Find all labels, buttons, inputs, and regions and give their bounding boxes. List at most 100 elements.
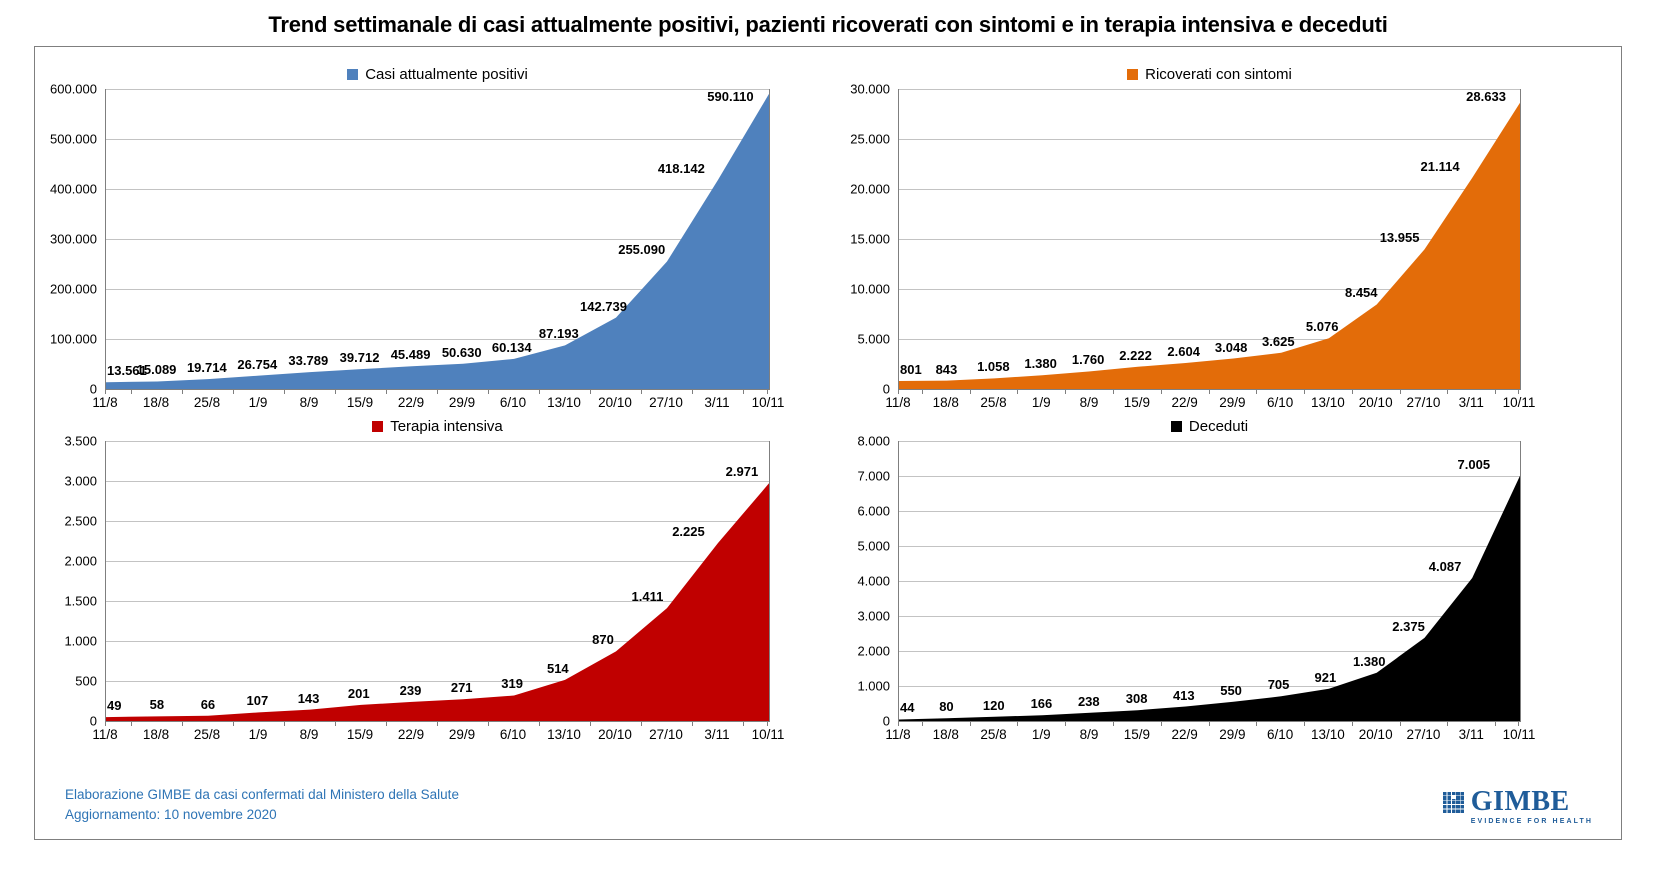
plot-area: 13.561 15.089 19.714 26.754 33.789 39.712 45.4… (105, 89, 770, 390)
x-tick-label: 1/9 (248, 395, 268, 410)
data-label: 921 (1314, 669, 1337, 685)
x-tick-mark (1065, 390, 1067, 394)
gridline (899, 89, 1520, 90)
x-tick-mark (1112, 722, 1114, 726)
x-tick-mark (1495, 390, 1497, 394)
y-tick-label: 2.000 (64, 553, 97, 569)
x-tick-label: 10/11 (751, 395, 785, 410)
x-tick-mark (1065, 722, 1067, 726)
data-label: 2.971 (725, 464, 759, 480)
y-tick-label: 2.000 (857, 643, 890, 659)
x-tick-label: 25/8 (193, 395, 221, 410)
x-tick-mark (334, 390, 336, 394)
x-tick-label: 3/11 (704, 727, 730, 742)
x-tick-mark (742, 390, 744, 394)
x-tick-label: 27/10 (649, 395, 683, 410)
y-tick-label: 200.000 (50, 281, 97, 297)
legend-swatch (1170, 420, 1182, 432)
charts-board: Casi attualmente positivi 0 100.000 200.00… (34, 46, 1622, 840)
gridline (899, 338, 1520, 340)
gridline (899, 510, 1520, 512)
x-tick-label: 18/8 (932, 727, 959, 742)
data-label: 238 (1077, 693, 1100, 709)
legend-terapia-intensiva: Terapia intensiva (105, 413, 770, 439)
x-tick-label: 13/10 (1311, 395, 1345, 410)
data-label: 80 (939, 699, 954, 715)
y-tick-label: 25.000 (850, 131, 890, 147)
x-tick-mark (181, 722, 183, 726)
x-tick-label: 11/8 (885, 395, 911, 410)
gridline (899, 288, 1520, 290)
x-tick-label: 27/10 (1406, 727, 1441, 742)
x-tick-label: 25/8 (980, 727, 1007, 742)
data-label: 1.058 (977, 359, 1010, 375)
y-tick-label: 600.000 (50, 81, 97, 97)
gridline (899, 188, 1520, 190)
x-tick-mark (1304, 722, 1306, 726)
data-label: 3.625 (1262, 333, 1295, 349)
x-tick-mark (640, 722, 642, 726)
source-note-line2: Aggiornamento: 10 novembre 2020 (65, 807, 277, 822)
x-tick-label: 22/9 (397, 727, 425, 742)
data-label: 2.604 (1167, 343, 1200, 359)
gridline (106, 138, 769, 140)
bottom-chart-row: Terapia intensiva 0 500 1.000 1.500 2.000 2.5… (35, 413, 1621, 747)
data-label: 4.087 (1428, 558, 1462, 574)
legend-label: Ricoverati con sintomi (1145, 65, 1292, 83)
legend-casi-positivi: Casi attualmente positivi (105, 61, 770, 87)
data-label: 1.380 (1024, 356, 1057, 372)
data-label: 13.561 (107, 363, 147, 379)
x-tick-mark (283, 722, 285, 726)
gridline (106, 560, 769, 562)
y-tick-label: 7.000 (857, 468, 890, 484)
x-tick-mark (1256, 390, 1258, 394)
source-note: Elaborazione GIMBE da casi confermati da… (65, 785, 459, 825)
legend-swatch (347, 68, 359, 80)
x-tick-label: 22/9 (397, 395, 425, 410)
data-label: 590.110 (707, 89, 754, 104)
data-label: 66 (200, 696, 216, 712)
data-label: 319 (501, 676, 523, 692)
x-tick-mark (385, 722, 387, 726)
x-tick-mark (640, 390, 642, 394)
x-tick-mark (385, 390, 387, 394)
data-label: 418.142 (657, 160, 705, 176)
x-tick-label: 1/9 (1031, 727, 1051, 742)
data-label: 1.760 (1071, 352, 1105, 368)
x-tick-mark (1112, 390, 1114, 394)
x-tick-label: 11/8 (92, 727, 118, 742)
data-label: 21.114 (1420, 158, 1460, 174)
x-tick-label: 10/11 (1502, 395, 1536, 410)
x-tick-label: 27/10 (649, 727, 683, 742)
data-label: 143 (297, 690, 320, 706)
legend-label: Casi attualmente positivi (365, 65, 528, 83)
data-label: 5.076 (1305, 319, 1339, 335)
x-tick-label: 6/10 (499, 395, 527, 410)
x-tick-label: 6/10 (1267, 727, 1294, 742)
data-label: 308 (1125, 691, 1148, 707)
data-label: 58 (149, 697, 165, 713)
legend-swatch (1127, 68, 1139, 80)
y-tick-label: 4.000 (857, 573, 890, 589)
gridline (899, 615, 1520, 617)
data-label: 271 (450, 680, 473, 696)
x-tick-label: 15/9 (1123, 727, 1150, 742)
data-label: 2.222 (1119, 347, 1152, 363)
data-label: 45.489 (390, 347, 431, 363)
x-tick-mark (1399, 390, 1401, 394)
top-chart-row: Casi attualmente positivi 0 100.000 200.00… (35, 61, 1621, 413)
x-tick-mark (1256, 722, 1258, 726)
gridline (899, 238, 1520, 240)
gridline (899, 138, 1520, 140)
data-label: 50.630 (441, 344, 482, 360)
data-label: 255.090 (618, 242, 666, 258)
data-label: 142.739 (580, 298, 627, 314)
gimbe-logo-tagline: EVIDENCE FOR HEALTH (1470, 818, 1593, 825)
y-tick-label: 5.000 (857, 538, 890, 554)
x-tick-mark (334, 722, 336, 726)
y-tick-label: 100.000 (50, 331, 97, 347)
x-tick-label: 20/10 (598, 727, 632, 742)
x-tick-mark (589, 390, 591, 394)
x-tick-mark (1160, 722, 1162, 726)
x-tick-mark (1351, 722, 1353, 726)
